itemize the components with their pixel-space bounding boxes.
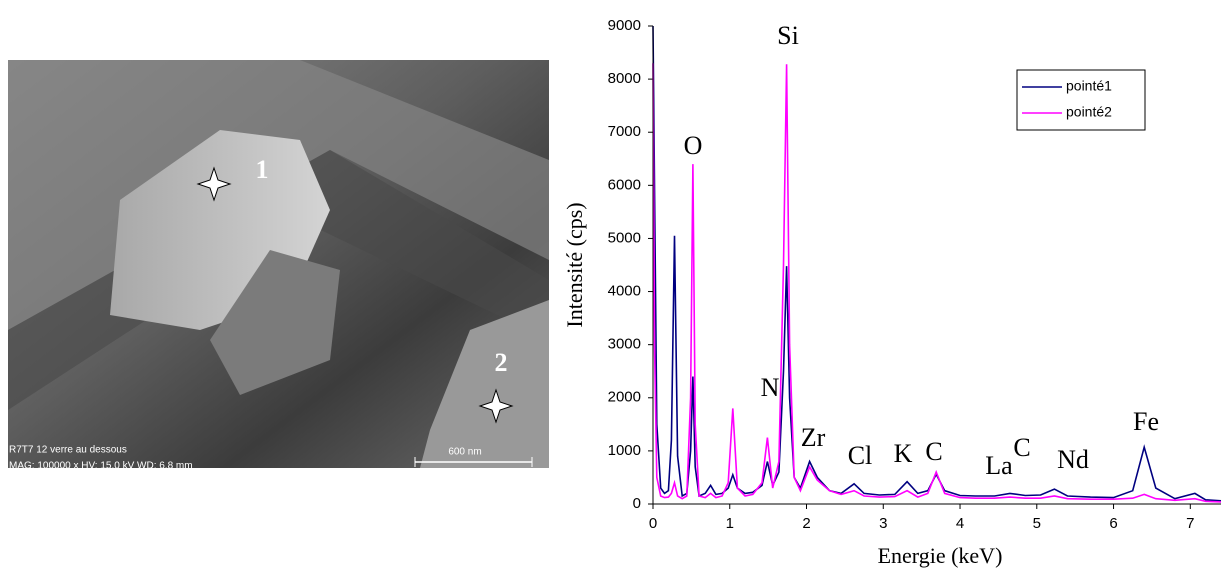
y-tick-label: 0 xyxy=(633,495,641,512)
series-line xyxy=(652,63,1222,503)
x-tick-label: 1 xyxy=(726,515,734,532)
peak-label: C xyxy=(1013,433,1030,462)
legend-label: pointé2 xyxy=(1066,104,1112,120)
peak-label: Zr xyxy=(801,423,826,452)
legend-label: pointé1 xyxy=(1066,78,1112,94)
x-axis-label: Energie (keV) xyxy=(878,543,1003,568)
marker-label: 2 xyxy=(495,348,508,377)
caption: R7T7 12 verre au dessous xyxy=(9,445,127,456)
y-tick-label: 2000 xyxy=(608,389,641,406)
y-tick-label: 5000 xyxy=(608,229,641,246)
x-tick-label: 7 xyxy=(1186,515,1194,532)
peak-label: Cl xyxy=(848,441,873,470)
y-tick-label: 9000 xyxy=(608,17,641,34)
sem-image: 1 2 R7T7 12 verre au dessous MAG: 100000… xyxy=(8,60,549,472)
y-tick-label: 3000 xyxy=(608,336,641,353)
legend-box xyxy=(1016,69,1146,131)
peak-label: Si xyxy=(777,21,799,50)
x-tick-label: 5 xyxy=(1033,515,1041,532)
x-tick-label: 6 xyxy=(1109,515,1117,532)
peak-label: C xyxy=(925,437,942,466)
y-tick-label: 6000 xyxy=(608,176,641,193)
y-tick-label: 4000 xyxy=(608,283,641,300)
x-tick-label: 2 xyxy=(802,515,810,532)
y-tick-label: 8000 xyxy=(608,70,641,87)
peak-label: K xyxy=(894,439,913,468)
peak-label: O xyxy=(684,131,703,160)
peak-label: Fe xyxy=(1133,407,1159,436)
caption: MAG: 100000 x HV: 15,0 kV WD: 6,8 mm xyxy=(9,461,193,472)
marker-label: 1 xyxy=(256,155,269,184)
peak-label: N xyxy=(761,373,780,402)
y-axis-label: Intensité (cps) xyxy=(562,202,587,327)
y-tick-label: 1000 xyxy=(608,442,641,459)
x-tick-label: 3 xyxy=(879,515,887,532)
peak-label: La xyxy=(985,451,1013,480)
x-tick-label: 4 xyxy=(956,515,964,532)
peak-label: Nd xyxy=(1057,445,1089,474)
scale-bar-label: 600 nm xyxy=(448,447,481,458)
y-tick-label: 7000 xyxy=(608,123,641,140)
x-tick-label: 0 xyxy=(649,515,657,532)
